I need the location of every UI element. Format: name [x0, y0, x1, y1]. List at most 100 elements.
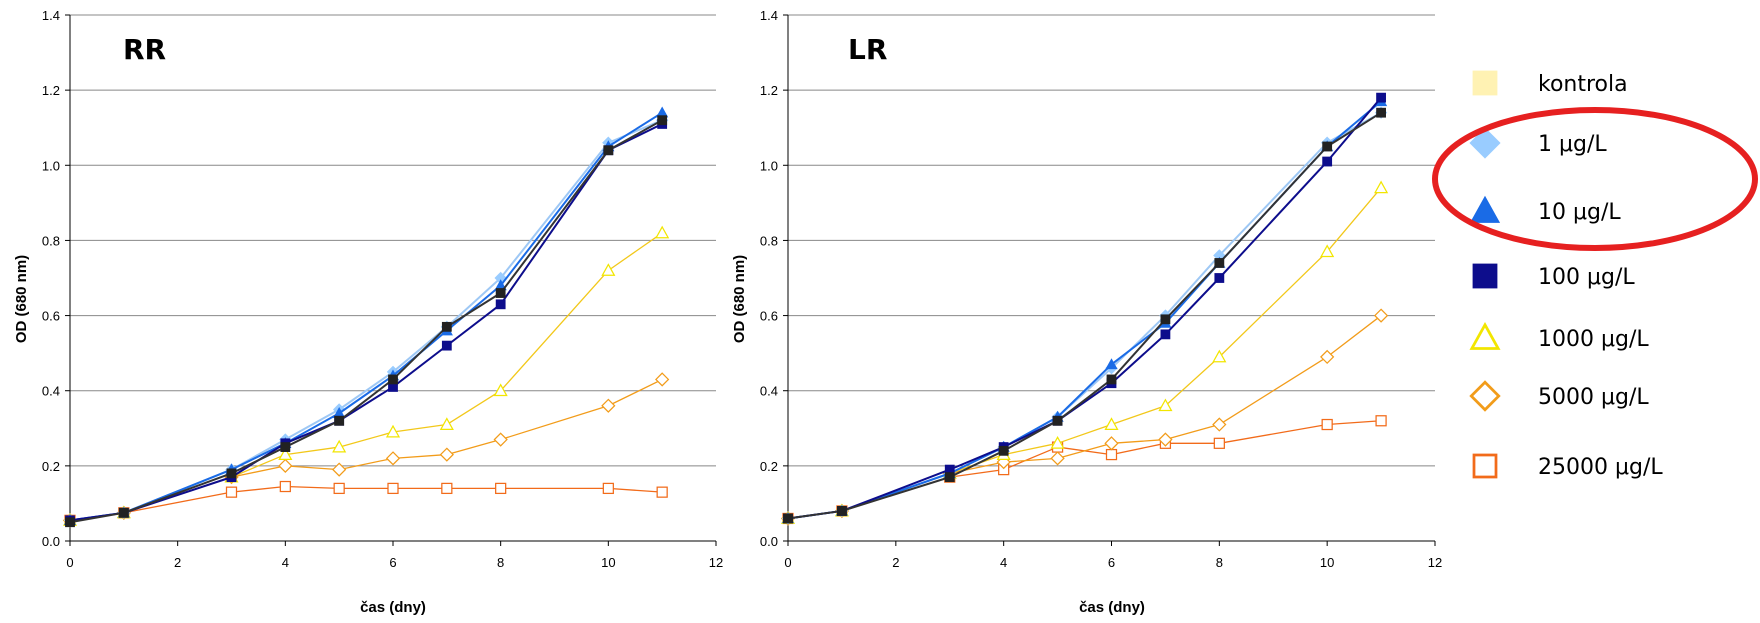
y-tick-label: 0.0: [42, 534, 60, 549]
series-25000-ug-l: [782, 415, 1387, 525]
x-tick-label: 2: [892, 555, 899, 570]
data-point: [388, 374, 398, 385]
y-tick-label: 0.6: [760, 309, 778, 324]
data-point: [657, 115, 668, 126]
legend-label: 100 μg/L: [1538, 265, 1635, 290]
data-point: [226, 468, 237, 479]
legend-marker: [1472, 70, 1498, 96]
series-1000-ug-l: [780, 180, 1389, 524]
x-tick-label: 10: [1320, 555, 1334, 570]
chart-title: RR: [123, 33, 166, 66]
data-point: [1158, 432, 1173, 447]
y-tick-label: 1.2: [42, 83, 60, 98]
data-point: [1212, 417, 1227, 432]
legend-label: 25000 μg/L: [1538, 455, 1663, 480]
data-point: [1322, 156, 1333, 167]
data-point: [278, 458, 293, 473]
y-tick-label: 0.2: [42, 459, 60, 474]
series-1000-ug-l: [62, 225, 670, 526]
data-point: [1376, 107, 1386, 118]
y-tick-label: 1.2: [760, 83, 778, 98]
x-tick-label: 10: [601, 555, 615, 570]
data-point: [441, 321, 452, 332]
legend-item-25000-ug-l: 25000 μg/L: [1472, 453, 1663, 480]
data-point: [280, 442, 291, 452]
legend-item-5000-ug-l: 5000 μg/L: [1469, 380, 1649, 412]
data-point: [603, 145, 614, 156]
series-line: [69, 119, 663, 522]
legend: kontrola 1 μg/L 10 μg/L 100 μg/L 1000 μg/L 50…: [1432, 70, 1758, 480]
y-tick-label: 1.0: [42, 158, 60, 173]
x-tick-label: 6: [389, 555, 396, 570]
series-line: [787, 315, 1382, 520]
legend-marker: [1472, 453, 1498, 479]
data-point: [495, 299, 506, 310]
x-tick-label: 12: [709, 555, 723, 570]
series-line: [787, 187, 1382, 520]
legend-label: 5000 μg/L: [1538, 385, 1649, 410]
data-point: [655, 225, 670, 239]
series-line: [69, 485, 663, 521]
data-point: [1322, 141, 1333, 152]
data-point: [1158, 398, 1173, 412]
y-tick-label: 0.4: [42, 384, 60, 399]
data-point: [1375, 415, 1387, 427]
x-tick-label: 8: [497, 555, 504, 570]
data-point: [1052, 415, 1063, 426]
data-point: [279, 480, 291, 493]
series-line: [787, 97, 1382, 520]
legend-label: 1 μg/L: [1538, 132, 1607, 157]
y-tick-label: 1.4: [42, 8, 60, 23]
y-tick-label: 0.0: [760, 534, 778, 549]
series-10-ug-l: [781, 95, 1388, 524]
series-kontrola: [783, 107, 1386, 524]
series-line: [69, 123, 663, 522]
data-point: [493, 432, 508, 447]
y-tick-label: 0.8: [42, 233, 60, 248]
x-tick-label: 8: [1216, 555, 1223, 570]
data-point: [385, 424, 401, 438]
data-point: [332, 462, 347, 477]
x-tick-label: 0: [66, 555, 73, 570]
data-point: [1050, 451, 1065, 466]
legend-marker: [1469, 321, 1501, 350]
legend-label: 1000 μg/L: [1538, 327, 1649, 352]
data-point: [1105, 448, 1118, 461]
data-point: [1212, 349, 1227, 363]
y-tick-label: 1.0: [760, 158, 778, 173]
data-point: [1050, 436, 1065, 449]
data-point: [387, 482, 399, 495]
legend-item-1000-ug-l: 1000 μg/L: [1469, 321, 1649, 352]
series-line: [787, 420, 1382, 520]
data-point: [1320, 244, 1335, 258]
chart-lr: LR OD (680 nm) čas (dny) 0.0 0.2 0.4 0.6 0.8…: [731, 8, 1442, 616]
highlight-ellipse: [1432, 107, 1758, 251]
legend-item-100-ug-l: 100 μg/L: [1472, 263, 1635, 290]
data-point: [495, 288, 506, 298]
data-point: [1160, 314, 1171, 325]
data-point: [1105, 358, 1118, 370]
data-point: [656, 486, 668, 498]
x-tick-label: 4: [282, 555, 289, 570]
series-line: [69, 119, 663, 524]
y-axis-label: OD (680 nm): [13, 255, 30, 343]
data-point: [439, 447, 454, 462]
y-tick-label: 1.4: [760, 8, 778, 23]
data-point: [118, 507, 129, 518]
data-point: [601, 398, 616, 413]
legend-label: kontrola: [1538, 72, 1628, 97]
data-point: [333, 482, 345, 495]
series-line: [69, 111, 663, 522]
data-point: [1214, 258, 1225, 268]
data-point: [1373, 308, 1389, 323]
y-tick-label: 0.2: [760, 459, 778, 474]
x-axis-label: čas (dny): [360, 599, 426, 616]
data-point: [1321, 418, 1333, 431]
legend-marker: [1469, 380, 1501, 412]
legend-label: 10 μg/L: [1538, 200, 1621, 225]
series-line: [69, 232, 663, 521]
x-tick-label: 12: [1428, 555, 1442, 570]
x-tick-label: 0: [784, 555, 791, 570]
chart-rr: RR OD (680 nm) čas (dny) 0.0 0.2 0.4 0.6 0.8…: [13, 8, 723, 616]
